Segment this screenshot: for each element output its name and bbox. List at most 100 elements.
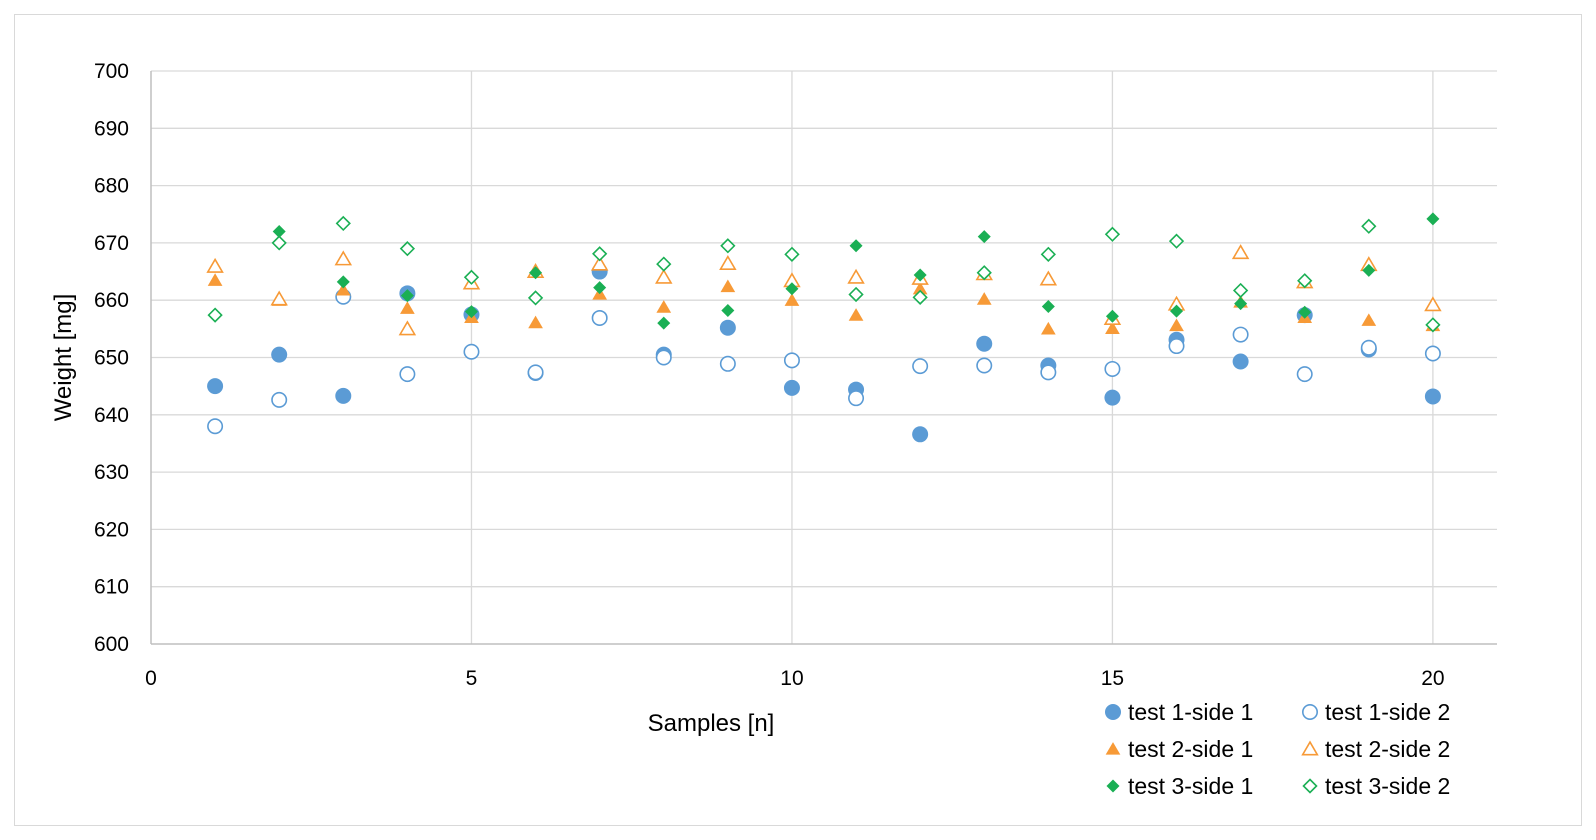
data-point [527,290,544,306]
data-point [1169,318,1184,332]
legend: test 1-side 1 test 1-side 2 test 2-side 1 t… [1105,699,1450,799]
series-test-1-side-1 [207,263,1441,443]
data-point [592,246,608,262]
data-point [207,307,223,323]
data-point [1168,233,1185,249]
legend-item: test 3-side 2 [1302,773,1450,799]
data-point [590,255,609,271]
y-tick-label: 650 [94,347,129,370]
data-point [655,268,673,284]
data-points [206,212,1442,443]
data-point [336,275,350,289]
data-point [1426,212,1440,226]
data-point [977,230,991,244]
legend-item: test 3-side 1 [1106,773,1253,799]
legend-label: test 3-side 1 [1128,773,1253,799]
data-point [272,224,286,238]
series-test-2-side-1 [207,273,1441,335]
data-point [335,282,351,296]
legend-label: test 1-side 2 [1325,699,1450,725]
legend-label: test 1-side 1 [1128,699,1253,725]
data-point [207,273,223,286]
data-point [1040,364,1057,381]
legend-marker [1106,779,1120,793]
legend-item: test 2-side 2 [1301,736,1450,762]
data-point [912,426,929,443]
series-test-1-side-2 [207,288,1441,435]
data-point [1231,244,1250,260]
data-point [1296,366,1313,383]
tick-labels: 600 610 620 630 640 650 660 670 680 690 700 0 5 10 15 2… [94,60,1445,690]
data-point [1424,345,1441,362]
data-point [848,308,864,321]
x-axis-title: Samples [n] [648,710,775,737]
data-point [334,250,353,266]
data-point [1232,353,1249,370]
data-point [1360,339,1377,356]
y-tick-label: 600 [94,633,129,656]
data-point [849,239,863,253]
data-point [463,269,480,285]
data-point [912,358,929,375]
data-point [1361,313,1377,326]
axes [150,71,1497,645]
data-point [1039,270,1058,286]
y-tick-label: 690 [94,117,129,140]
data-point [1168,338,1185,355]
series-test-3-side-2 [207,215,1441,333]
data-point [400,301,415,314]
data-point [1232,282,1249,299]
data-point [463,343,480,360]
data-point [784,293,800,306]
data-point [464,305,478,319]
y-axis-title: Weight [mg] [50,294,77,422]
data-point [271,346,288,363]
y-tick-label: 630 [94,461,129,484]
data-point [271,235,287,251]
data-point [335,387,352,404]
data-point [1362,263,1376,277]
data-point [1424,388,1441,405]
data-point [1298,305,1312,319]
data-point [848,390,865,407]
data-point [848,286,864,303]
series-test-3-side-1 [208,212,1440,330]
data-point [976,292,992,305]
y-tick-label: 680 [94,175,129,198]
series-test-2-side-2 [206,244,1442,336]
data-point [847,268,865,284]
y-tick-label: 620 [94,518,129,541]
data-point [719,319,736,336]
legend-item: test 2-side 1 [1105,736,1253,762]
data-point [593,281,607,295]
data-point [1104,226,1121,242]
data-point [1232,326,1249,343]
legend-item: test 1-side 1 [1105,699,1253,725]
grid-lines [151,70,1497,644]
y-tick-label: 700 [94,60,129,83]
data-point [1234,297,1248,311]
x-tick-label: 20 [1421,667,1444,690]
data-point [1105,309,1119,323]
data-point [270,290,288,306]
data-point [399,366,416,383]
legend-item: test 1-side 2 [1302,699,1450,725]
data-point [400,289,414,303]
data-point [207,378,224,395]
data-point [657,316,671,330]
data-point [656,300,672,313]
x-tick-label: 0 [145,667,157,690]
y-tick-label: 610 [94,576,129,599]
legend-marker [1105,704,1121,720]
data-point [913,268,927,282]
data-point [976,335,993,352]
data-point [1104,360,1121,377]
data-point [721,304,735,318]
y-tick-label: 660 [94,289,129,312]
scatter-chart: 600 610 620 630 640 650 660 670 680 690 700 0 5 10 15 2… [50,60,1497,799]
data-point [1041,300,1055,314]
legend-label: test 3-side 2 [1325,773,1450,799]
data-point [720,279,736,293]
data-point [784,246,800,262]
data-point [335,215,351,232]
